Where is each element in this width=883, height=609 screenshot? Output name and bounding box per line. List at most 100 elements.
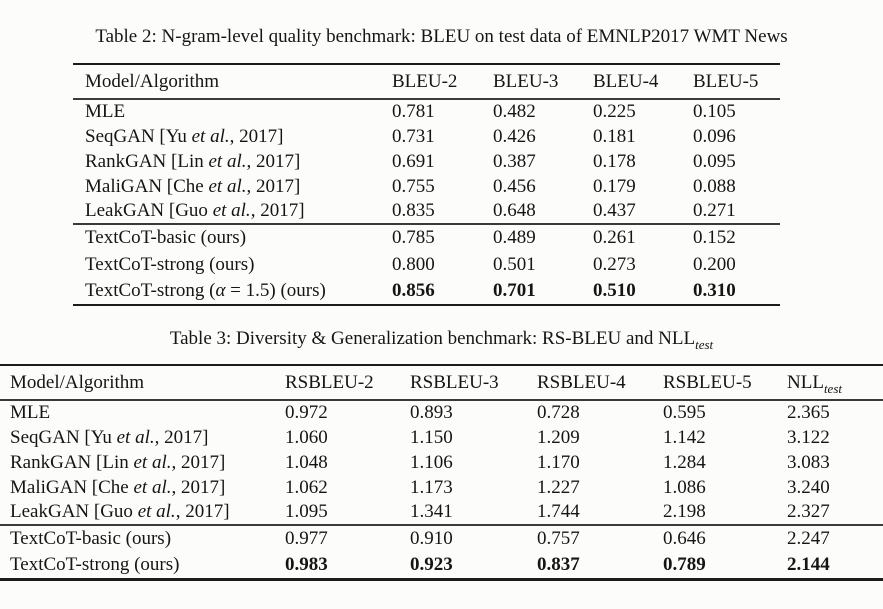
value-cell: 0.856	[392, 280, 435, 301]
value-cell: 1.284	[663, 451, 706, 473]
value-cell: 1.173	[410, 476, 453, 498]
value-cell: 0.983	[285, 553, 328, 575]
value-cell: 0.200	[693, 253, 736, 275]
value-cell: 2.327	[787, 501, 830, 522]
model-cell: LeakGAN [Guo et al., 2017]	[0, 500, 285, 525]
header-text: NLL	[787, 371, 824, 393]
value-cell: 0.972	[285, 402, 328, 423]
model-label-italic: et al.	[191, 125, 230, 147]
model-label-suffix: , 2017]	[246, 175, 301, 197]
value-cell: 0.179	[593, 175, 636, 197]
column-header: NLLtest	[787, 365, 883, 400]
table2-caption: Table 2: N-gram-level quality benchmark:…	[95, 26, 788, 47]
caption-subscript: test	[695, 336, 714, 352]
model-label: SeqGAN [Yu	[85, 125, 192, 147]
value-cell: 1.048	[285, 451, 328, 473]
value-cell: 1.341	[410, 501, 453, 522]
model-cell: TextCoT-strong (α = 1.5) (ours)	[73, 278, 392, 305]
table-row: TextCoT-basic (ours) 0.785 0.489 0.261 0…	[73, 224, 780, 251]
value-cell: 0.781	[392, 101, 435, 122]
value-cell: 0.510	[593, 280, 636, 301]
value-cell: 0.923	[410, 553, 453, 575]
table-row: MaliGAN [Che et al., 2017] 1.062 1.173 1…	[0, 475, 883, 500]
column-header: BLEU-2	[392, 70, 458, 92]
value-cell: 0.181	[593, 125, 636, 147]
model-label-italic: et al.	[137, 501, 176, 522]
table2-ours-group: TextCoT-basic (ours) 0.785 0.489 0.261 0…	[73, 224, 780, 305]
table-row: MLE 0.781 0.482 0.225 0.105	[73, 99, 780, 124]
header-subscript: test	[823, 380, 842, 396]
model-cell: RankGAN [Lin et al., 2017]	[73, 149, 392, 174]
model-label: LeakGAN [Guo	[85, 200, 213, 221]
column-header: Model/Algorithm	[0, 365, 285, 400]
model-label: RankGAN [Lin	[85, 150, 209, 172]
value-cell: 0.096	[693, 125, 736, 147]
table-row-best: TextCoT-strong (ours) 0.983 0.923 0.837 …	[0, 552, 883, 579]
table3-rsbleu-nll-benchmark: Model/Algorithm RSBLEU-2 RSBLEU-3 RSBLEU…	[0, 364, 883, 581]
model-label-suffix: , 2017]	[175, 501, 230, 522]
value-cell: 2.365	[787, 402, 830, 423]
value-cell: 1.170	[537, 451, 580, 473]
model-label: TextCoT-strong (ours)	[10, 553, 180, 575]
model-label: TextCoT-strong (	[85, 280, 216, 301]
table3-header: Model/Algorithm RSBLEU-2 RSBLEU-3 RSBLEU…	[0, 365, 883, 400]
value-cell: 1.209	[537, 426, 580, 448]
model-label-italic: et al.	[212, 200, 251, 221]
header-row: Model/Algorithm BLEU-2 BLEU-3 BLEU-4 BLE…	[73, 64, 780, 99]
value-cell: 1.086	[663, 476, 706, 498]
model-label-suffix: , 2017]	[154, 426, 209, 448]
value-cell: 0.387	[493, 150, 536, 172]
table-row: MLE 0.972 0.893 0.728 0.595 2.365	[0, 400, 883, 425]
model-label: TextCoT-strong (ours)	[85, 253, 255, 275]
value-cell: 0.261	[593, 227, 636, 248]
model-cell: TextCoT-strong (ours)	[73, 251, 392, 278]
header-text: RSBLEU-4	[537, 371, 626, 393]
alpha-symbol: α	[215, 280, 226, 301]
column-header: Model/Algorithm	[85, 70, 220, 92]
model-label: MLE	[10, 402, 51, 423]
value-cell: 0.731	[392, 125, 435, 147]
model-cell: TextCoT-strong (ours)	[0, 552, 285, 579]
model-label: MaliGAN [Che	[85, 175, 209, 197]
column-header: BLEU-3	[493, 70, 559, 92]
model-label-suffix: , 2017]	[250, 200, 305, 221]
table2-baselines-group: MLE 0.781 0.482 0.225 0.105 SeqGAN [Yu e…	[73, 99, 780, 224]
column-header: RSBLEU-5	[663, 365, 787, 400]
header-text: RSBLEU-3	[410, 371, 499, 393]
table-row: SeqGAN [Yu et al., 2017] 0.731 0.426 0.1…	[73, 124, 780, 149]
value-cell: 0.701	[493, 280, 536, 301]
model-label-italic: et al.	[208, 175, 247, 197]
table-row: RankGAN [Lin et al., 2017] 0.691 0.387 0…	[73, 149, 780, 174]
model-label-italic: et al.	[133, 451, 172, 473]
model-cell: MLE	[0, 400, 285, 425]
value-cell: 0.910	[410, 528, 453, 549]
model-label: MaliGAN [Che	[10, 476, 134, 498]
value-cell: 0.646	[663, 528, 706, 549]
table-row: RankGAN [Lin et al., 2017] 1.048 1.106 1…	[0, 450, 883, 475]
caption-text: Table 3: Diversity & Generalization benc…	[169, 328, 696, 349]
value-cell: 0.648	[493, 200, 536, 221]
model-label: LeakGAN [Guo	[10, 501, 138, 522]
value-cell: 0.835	[392, 200, 435, 221]
model-cell: LeakGAN [Guo et al., 2017]	[73, 199, 392, 224]
value-cell: 0.456	[493, 175, 536, 197]
table-row: TextCoT-strong (ours) 0.800 0.501 0.273 …	[73, 251, 780, 278]
value-cell: 1.095	[285, 501, 328, 522]
value-cell: 3.083	[787, 451, 830, 473]
model-label: MLE	[85, 101, 126, 122]
model-label: SeqGAN [Yu	[10, 426, 117, 448]
table-row: LeakGAN [Guo et al., 2017] 0.835 0.648 0…	[73, 199, 780, 224]
column-header: RSBLEU-4	[537, 365, 663, 400]
model-cell: SeqGAN [Yu et al., 2017]	[0, 425, 285, 450]
value-cell: 0.837	[537, 553, 580, 575]
value-cell: 1.142	[663, 426, 706, 448]
column-header: BLEU-4	[593, 70, 659, 92]
value-cell: 0.095	[693, 150, 736, 172]
model-label-suffix: , 2017]	[246, 150, 301, 172]
model-label-italic: et al.	[208, 150, 247, 172]
value-cell: 2.247	[787, 528, 830, 549]
value-cell: 1.227	[537, 476, 580, 498]
value-cell: 0.800	[392, 253, 435, 275]
column-header: RSBLEU-3	[410, 365, 537, 400]
value-cell: 0.426	[493, 125, 536, 147]
